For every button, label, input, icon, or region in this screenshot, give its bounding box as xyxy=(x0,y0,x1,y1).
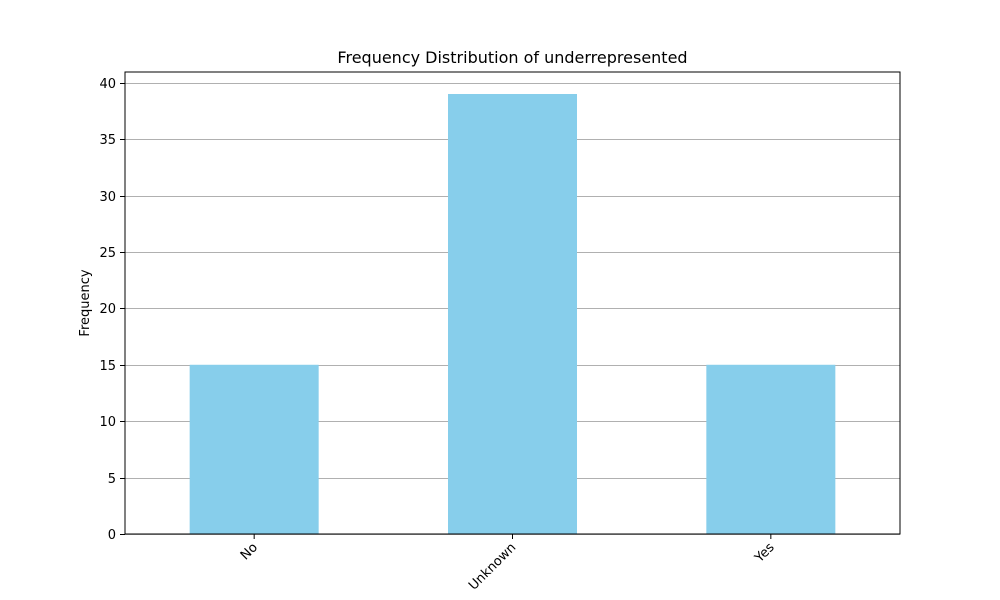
y-axis-title: Frequency xyxy=(78,269,93,336)
x-tick-label: Yes xyxy=(751,540,777,566)
bar-no xyxy=(189,364,319,534)
bar-yes xyxy=(706,364,836,534)
x-tick-label: No xyxy=(238,540,261,563)
y-axis-ticks: 0 5 10 15 20 25 30 35 40 xyxy=(99,77,125,543)
y-tick-label: 5 xyxy=(108,472,116,487)
y-tick-label: 40 xyxy=(99,77,116,92)
y-tick-label: 15 xyxy=(99,359,116,374)
chart-title: Frequency Distribution of underrepresent… xyxy=(337,48,687,67)
bar-unknown xyxy=(448,94,577,534)
y-tick-label: 20 xyxy=(99,302,116,317)
bars xyxy=(189,94,836,534)
y-tick-label: 30 xyxy=(99,190,116,205)
x-axis-ticks: No Unknown Yes xyxy=(238,534,778,594)
y-tick-label: 10 xyxy=(99,415,116,430)
y-tick-label: 25 xyxy=(99,246,116,261)
y-tick-label: 0 xyxy=(108,528,116,543)
y-tick-label: 35 xyxy=(99,133,116,148)
x-tick-label: Unknown xyxy=(466,540,519,593)
